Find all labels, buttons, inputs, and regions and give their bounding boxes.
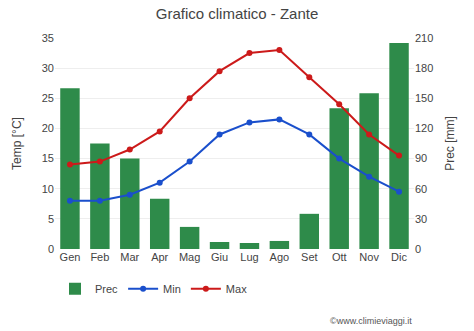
svg-text:Min: Min [163,283,181,295]
svg-text:150: 150 [415,92,433,104]
svg-text:Gen: Gen [60,251,81,263]
svg-text:10: 10 [42,183,54,195]
svg-text:60: 60 [415,183,427,195]
svg-text:35: 35 [42,32,54,44]
svg-text:30: 30 [42,62,54,74]
svg-text:Lug: Lug [240,251,258,263]
svg-text:Nov: Nov [359,251,379,263]
svg-text:Prec: Prec [95,283,118,295]
svg-text:120: 120 [415,122,433,134]
svg-text:25: 25 [42,92,54,104]
svg-text:30: 30 [415,213,427,225]
svg-text:Ott: Ott [332,251,347,263]
svg-text:210: 210 [415,32,433,44]
svg-text:©www.climieviaggi.it: ©www.climieviaggi.it [330,316,412,326]
svg-text:Prec [mm]: Prec [mm] [443,116,457,171]
svg-text:20: 20 [42,122,54,134]
svg-text:Feb: Feb [90,251,109,263]
svg-text:Max: Max [226,283,247,295]
svg-text:Mag: Mag [179,251,200,263]
svg-text:Temp [°C]: Temp [°C] [10,117,24,170]
svg-text:Set: Set [301,251,318,263]
svg-text:90: 90 [415,152,427,164]
svg-text:0: 0 [48,243,54,255]
svg-text:180: 180 [415,62,433,74]
svg-text:0: 0 [415,243,421,255]
svg-text:Dic: Dic [391,251,407,263]
svg-text:5: 5 [48,213,54,225]
svg-text:Apr: Apr [151,251,168,263]
svg-text:Giu: Giu [211,251,228,263]
svg-text:15: 15 [42,152,54,164]
svg-text:Mar: Mar [120,251,139,263]
svg-text:Grafico climatico - Zante: Grafico climatico - Zante [156,5,319,22]
svg-text:Ago: Ago [270,251,290,263]
